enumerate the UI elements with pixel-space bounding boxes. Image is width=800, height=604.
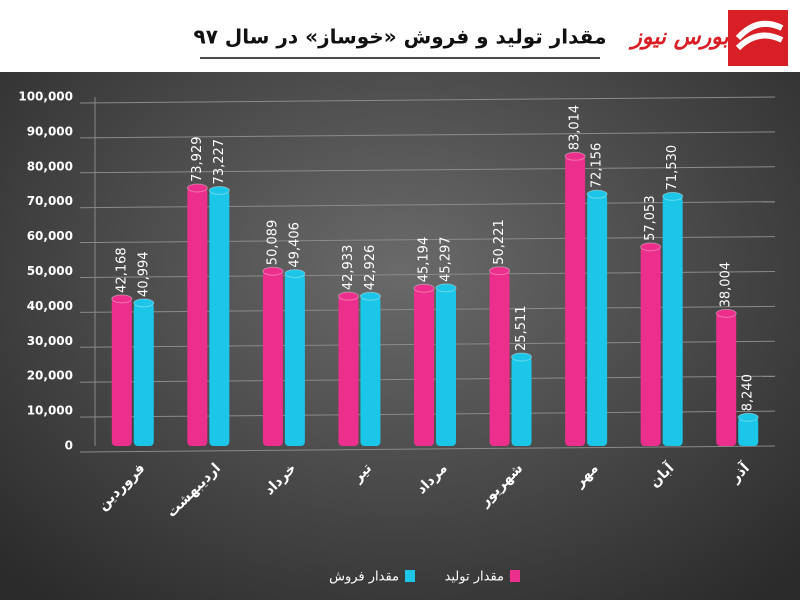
- bar-cap: [111, 294, 133, 304]
- bar: [360, 296, 381, 446]
- grid-line: [79, 96, 776, 104]
- value-label: 42,926: [363, 245, 378, 291]
- bar: [111, 298, 132, 446]
- legend-swatch: [405, 570, 415, 582]
- bar: [187, 187, 208, 446]
- value-label: 49,406: [287, 222, 302, 268]
- value-label: 45,297: [439, 236, 454, 282]
- grid-line: [79, 166, 776, 174]
- value-label: 42,168: [114, 247, 129, 293]
- bar: [414, 288, 434, 446]
- y-tick-label: 40,000: [27, 299, 73, 313]
- bar: [716, 313, 737, 446]
- value-label: 8,240: [741, 374, 756, 411]
- bar: [262, 271, 283, 446]
- value-label: 42,933: [341, 245, 356, 291]
- y-tick-label: 30,000: [27, 334, 73, 348]
- bar-cap: [208, 185, 230, 195]
- value-label: 83,014: [568, 105, 583, 151]
- bar-cap: [186, 183, 208, 193]
- y-tick-label: 100,000: [18, 90, 73, 104]
- bar-cap: [133, 298, 155, 308]
- legend-label: مقدار فروش: [329, 570, 399, 585]
- y-tick-label: 70,000: [27, 194, 73, 208]
- legend-label: مقدار تولید: [445, 570, 504, 585]
- y-tick-label: 90,000: [27, 124, 73, 138]
- bar-cap: [737, 412, 759, 422]
- value-label: 38,004: [719, 262, 734, 308]
- bar: [565, 156, 586, 447]
- bar: [284, 273, 305, 446]
- y-tick-label: 60,000: [27, 229, 73, 243]
- value-label: 72,156: [590, 143, 605, 189]
- header-band: [0, 0, 800, 72]
- bar: [436, 287, 456, 446]
- bar-cap: [586, 189, 608, 199]
- bar-cap: [640, 242, 662, 252]
- bar: [209, 190, 230, 446]
- bar: [738, 417, 759, 446]
- bar-cap: [489, 266, 511, 276]
- chart-title: مقدار تولید و فروش «خوساز» در سال ۹۷: [194, 25, 607, 49]
- y-tick-label: 10,000: [27, 404, 73, 418]
- value-label: 40,994: [136, 251, 151, 297]
- bar-cap: [511, 352, 533, 362]
- y-tick-label: 20,000: [27, 369, 73, 383]
- bar: [489, 270, 510, 446]
- logo: بورس نیوز: [628, 10, 788, 66]
- bar-cap: [359, 291, 381, 301]
- value-label: 45,194: [417, 237, 432, 283]
- logo-text: بورس نیوز: [628, 25, 729, 50]
- value-label: 73,929: [190, 136, 205, 182]
- bar: [511, 356, 532, 446]
- y-tick-label: 50,000: [27, 264, 73, 278]
- bar-cap: [337, 291, 359, 301]
- bar: [338, 296, 359, 446]
- value-label: 50,221: [492, 219, 507, 265]
- bar-cap: [435, 283, 457, 293]
- bar: [587, 194, 608, 446]
- legend-swatch: [510, 570, 520, 582]
- bar: [133, 302, 154, 446]
- value-label: 57,053: [643, 195, 658, 241]
- value-label: 73,227: [212, 139, 227, 184]
- grid-line: [79, 131, 776, 139]
- bar: [640, 246, 661, 446]
- grid-line: [79, 445, 776, 453]
- bar-cap: [564, 151, 586, 161]
- bar-cap: [284, 269, 306, 279]
- bar-cap: [262, 266, 284, 276]
- logo-swoosh: [735, 20, 784, 51]
- bar-cap: [715, 308, 737, 318]
- bar: [662, 196, 683, 446]
- y-tick-label: 80,000: [27, 159, 73, 173]
- bar-cap: [662, 191, 684, 201]
- y-tick-label: 0: [65, 439, 73, 453]
- value-label: 71,530: [665, 145, 680, 191]
- value-label: 50,089: [265, 220, 280, 266]
- value-label: 25,511: [514, 305, 529, 351]
- bar-cap: [413, 283, 435, 293]
